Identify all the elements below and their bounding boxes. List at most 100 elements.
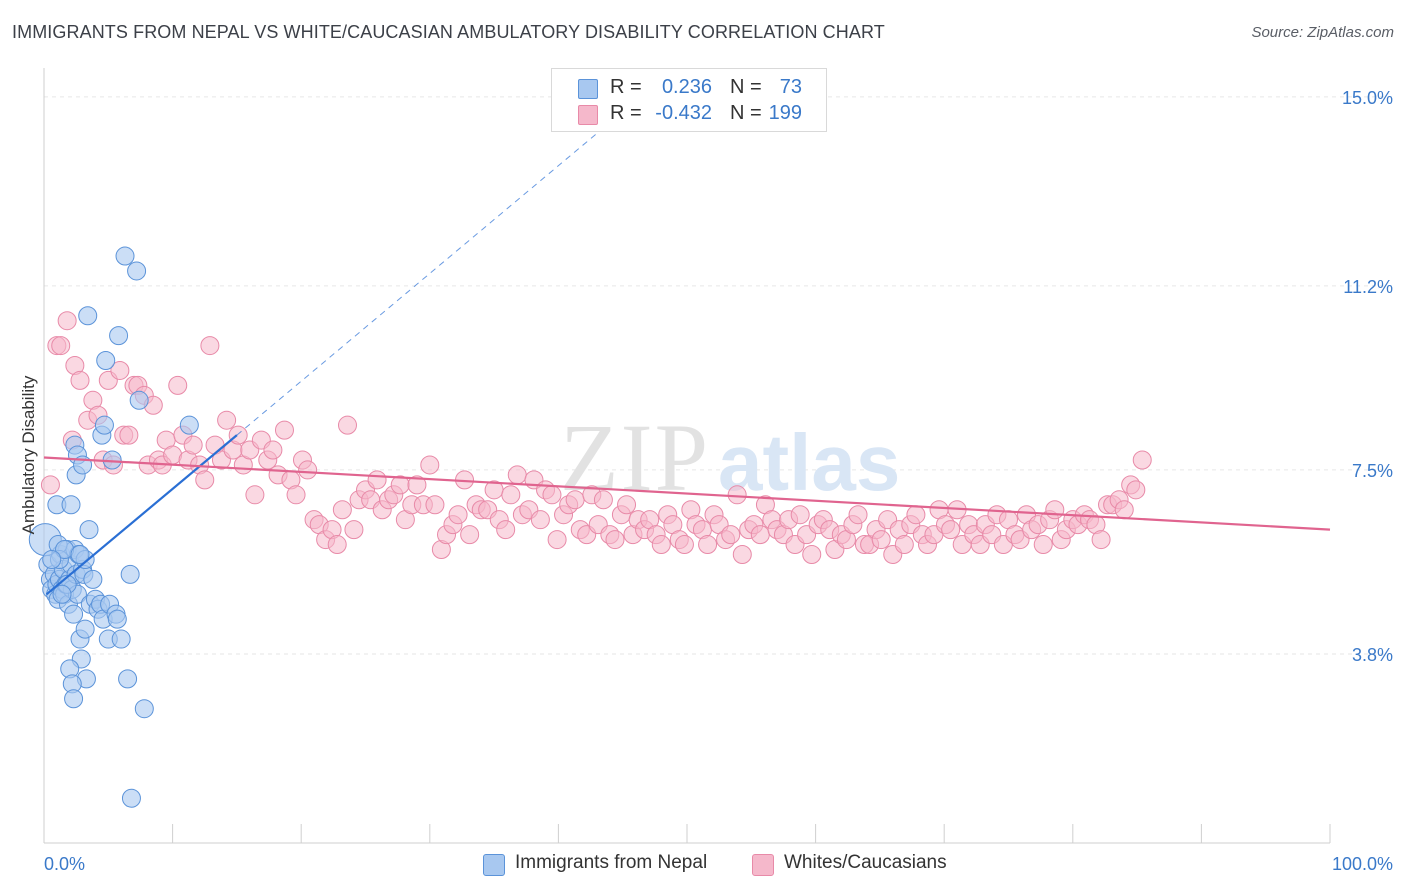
point-white-caucasian (674, 535, 694, 555)
point-white-caucasian (941, 520, 961, 540)
point-nepal (75, 619, 95, 639)
point-nepal (52, 584, 72, 604)
point-white-caucasian (228, 425, 248, 445)
legend-swatch-pink (578, 105, 598, 125)
point-white-caucasian (651, 535, 671, 555)
bottom-legend-label-white: Whites/Caucasians (784, 852, 947, 873)
point-white-caucasian (547, 530, 567, 550)
point-nepal (109, 326, 129, 346)
trendline-nepal-extension (236, 111, 624, 436)
point-white-caucasian (565, 490, 585, 510)
point-white-caucasian (298, 460, 318, 480)
point-white-caucasian (286, 485, 306, 505)
legend-n-label: N = (730, 76, 762, 98)
point-white-caucasian (168, 375, 188, 395)
point-nepal (107, 609, 127, 629)
point-nepal (121, 788, 141, 808)
legend-r-value: 0.236 (661, 76, 712, 98)
point-white-caucasian (40, 475, 60, 495)
source-label: Source: ZipAtlas.com (1251, 24, 1394, 41)
legend-n-value: 73 (779, 76, 802, 98)
point-white-caucasian (501, 485, 521, 505)
grid-lines (44, 96, 1395, 655)
y-axis-label: Ambulatory Disability (19, 375, 38, 534)
legend: R = 0.236 N = 73 R = -0.432 N = 199 (551, 68, 827, 132)
point-white-caucasian (750, 525, 770, 545)
trendlines (43, 111, 1331, 596)
legend-n-value: 199 (768, 102, 802, 124)
point-white-caucasian (327, 535, 347, 555)
watermark-atlas: atlas (718, 418, 900, 507)
point-white-caucasian (337, 415, 357, 435)
point-white-caucasian (332, 500, 352, 520)
point-white-caucasian (727, 485, 747, 505)
point-nepal (64, 689, 84, 709)
point-nepal (70, 544, 90, 564)
y-tick-label: 11.2% (1343, 277, 1393, 297)
y-tick-label: 7.5% (1352, 461, 1393, 481)
point-white-caucasian (1126, 480, 1146, 500)
bottom-legend-swatch-pink (752, 854, 774, 876)
point-nepal (120, 564, 140, 584)
point-white-caucasian (200, 336, 220, 356)
point-white-caucasian (57, 311, 77, 331)
point-white-caucasian (420, 455, 440, 475)
trendline-nepal (45, 434, 238, 596)
point-white-caucasian (1114, 500, 1134, 520)
point-white-caucasian (605, 530, 625, 550)
legend-r-label: R = (610, 76, 642, 98)
point-white-caucasian (496, 520, 516, 540)
point-white-caucasian (367, 470, 387, 490)
point-white-caucasian (51, 336, 71, 356)
point-white-caucasian (790, 505, 810, 525)
legend-r-label: R = (610, 102, 642, 124)
point-nepal (118, 669, 138, 689)
point-white-caucasian (1091, 530, 1111, 550)
point-white-caucasian (593, 490, 613, 510)
point-nepal (115, 246, 135, 266)
point-white-caucasian (110, 360, 130, 380)
x-tick-label-left: 0.0% (44, 854, 85, 874)
point-white-caucasian (732, 544, 752, 564)
point-white-caucasian (407, 475, 427, 495)
point-white-caucasian (425, 495, 445, 515)
point-white-caucasian (119, 425, 139, 445)
point-nepal (129, 390, 149, 410)
point-white-caucasian (530, 510, 550, 530)
point-white-caucasian (70, 370, 90, 390)
axis-labels: 3.8% 7.5% 11.2% 15.0% 0.0% 100.0% Ambulatory D… (19, 88, 1393, 874)
point-white-caucasian (698, 535, 718, 555)
point-white-caucasian (721, 525, 741, 545)
point-white-caucasian (871, 530, 891, 550)
point-nepal (127, 261, 147, 281)
point-white-caucasian (1045, 500, 1065, 520)
point-white-caucasian (894, 535, 914, 555)
legend-swatch-blue (578, 79, 598, 99)
point-white-caucasian (906, 505, 926, 525)
point-nepal (79, 520, 99, 540)
bottom-legend-swatch-blue (483, 854, 505, 876)
point-white-caucasian (1033, 535, 1053, 555)
y-tick-label: 3.8% (1352, 645, 1393, 665)
point-nepal (42, 549, 62, 569)
legend-r-value: -0.432 (655, 102, 712, 124)
trendline-white-caucasian (43, 456, 1331, 531)
point-white-caucasian (217, 410, 237, 430)
point-white-caucasian (183, 435, 203, 455)
point-white-caucasian (802, 544, 822, 564)
point-nepal (96, 351, 116, 371)
point-white-caucasian (274, 420, 294, 440)
point-nepal (64, 604, 84, 624)
x-tick-label-right: 100.0% (1332, 854, 1393, 874)
point-nepal (83, 569, 103, 589)
point-white-caucasian (195, 470, 215, 490)
point-nepal (134, 699, 154, 719)
bottom-legend-label-nepal: Immigrants from Nepal (515, 852, 708, 873)
point-nepal (78, 306, 98, 326)
axes (43, 68, 1331, 844)
point-white-caucasian (263, 440, 283, 460)
point-white-caucasian (542, 485, 562, 505)
legend-n-label: N = (730, 102, 762, 124)
point-nepal (179, 415, 199, 435)
